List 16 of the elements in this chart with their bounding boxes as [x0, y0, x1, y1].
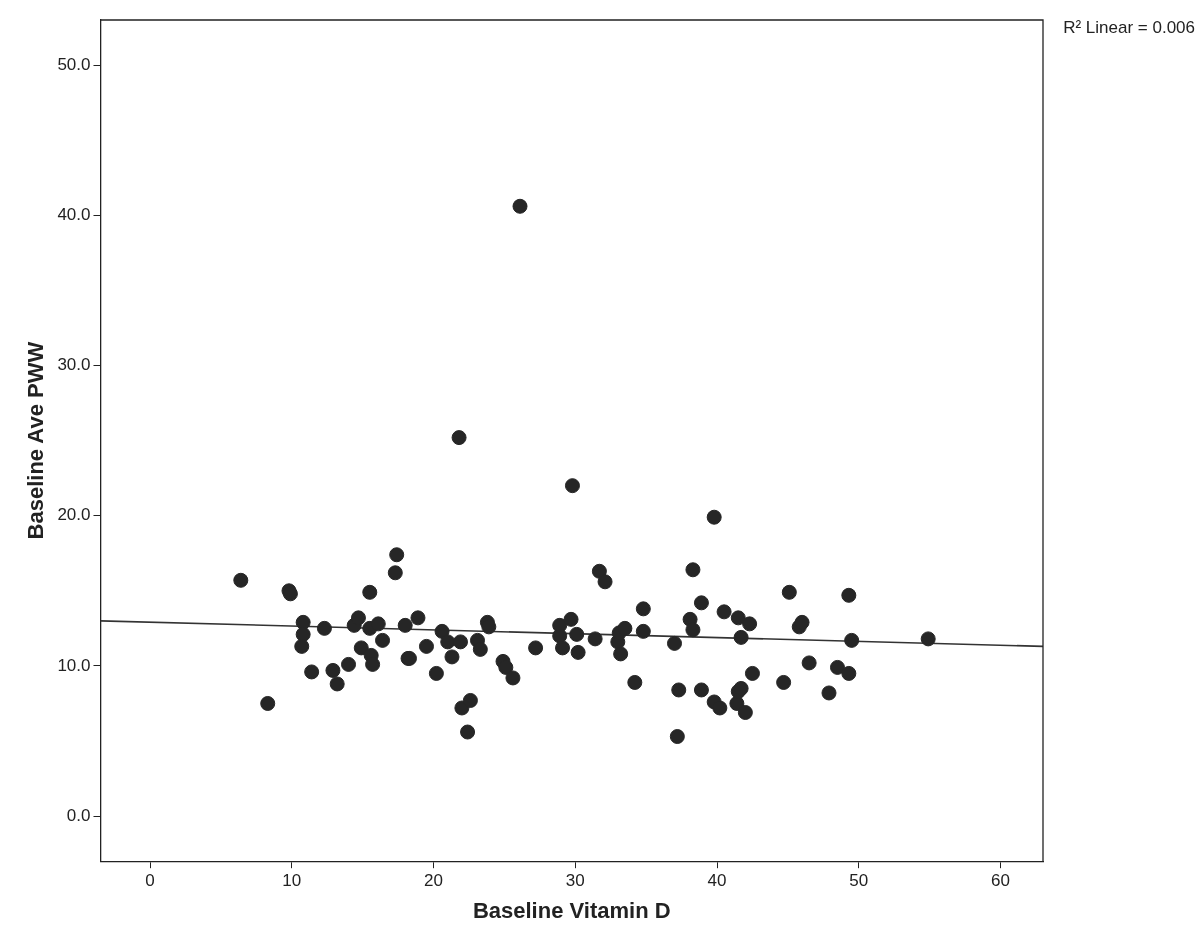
y-tick-label: 40.0 [57, 204, 91, 224]
x-axis-title: Baseline Vitamin D [472, 897, 671, 923]
y-tick-label: 50.0 [57, 54, 91, 74]
x-tick-label: 40 [707, 871, 727, 891]
y-tick-label: 10.0 [57, 655, 91, 675]
x-tick-label: 30 [565, 871, 585, 891]
y-axis-title: Baseline Ave PWW [23, 341, 49, 540]
x-tick-label: 50 [849, 871, 869, 891]
x-tick-label: 10 [282, 871, 302, 891]
text: R² Linear = 0.006 [1063, 18, 1195, 38]
y-tick-label: 20.0 [57, 505, 91, 525]
y-tick-label: 0.0 [66, 805, 91, 825]
x-tick-label: 0 [145, 871, 155, 891]
x-tick-label: 60 [991, 871, 1010, 891]
y-tick-label: 30.0 [57, 355, 91, 375]
x-tick-label: 20 [424, 871, 444, 891]
